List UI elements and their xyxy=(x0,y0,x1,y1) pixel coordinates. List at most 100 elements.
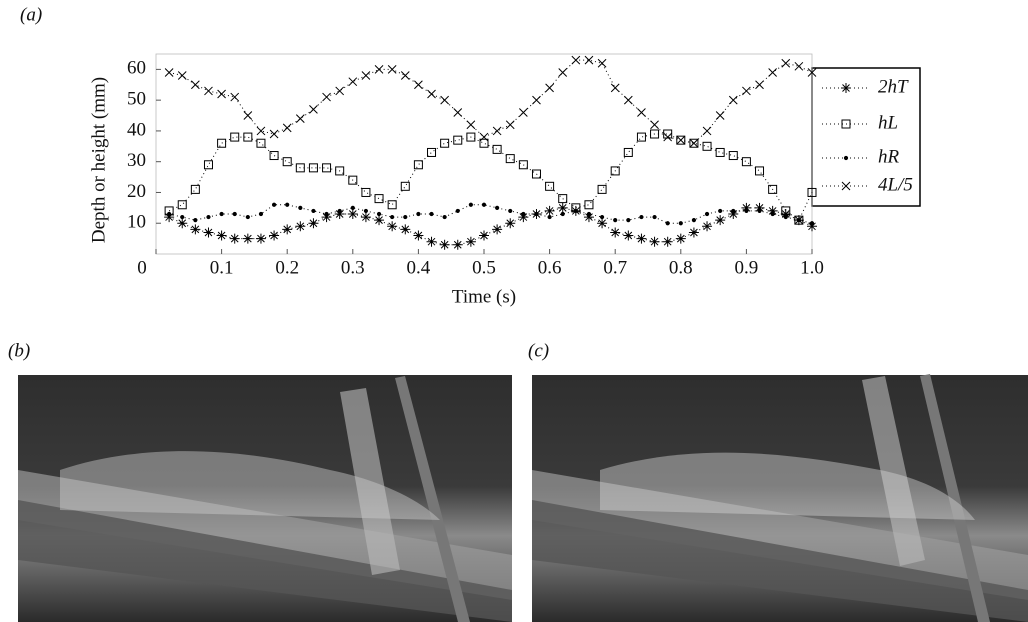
marker-star xyxy=(597,218,607,228)
y-tick-label: 30 xyxy=(127,150,146,171)
marker-square xyxy=(598,185,606,193)
marker-star xyxy=(466,237,476,247)
marker-square xyxy=(756,167,764,175)
marker-dot xyxy=(496,206,499,209)
marker-dot xyxy=(771,212,774,215)
marker-cross xyxy=(716,112,724,120)
marker-cross xyxy=(559,68,567,76)
marker-cross xyxy=(257,127,265,135)
marker-star xyxy=(256,234,266,244)
marker-cross xyxy=(362,72,370,80)
marker-dot xyxy=(391,215,394,218)
y-tick-label: 10 xyxy=(127,212,146,233)
marker-dot xyxy=(220,212,223,215)
marker-square xyxy=(742,158,750,166)
x-tick-label: 0.7 xyxy=(603,257,627,278)
marker-cross xyxy=(401,72,409,80)
marker-dot xyxy=(640,215,643,218)
marker-dot xyxy=(312,209,315,212)
marker-square xyxy=(585,201,593,209)
marker-star xyxy=(387,221,397,231)
x-axis-label: Time (s) xyxy=(452,286,516,307)
marker-dot xyxy=(430,212,433,215)
marker-dot xyxy=(627,219,630,222)
marker-square xyxy=(204,161,212,169)
marker-dot xyxy=(574,209,577,212)
marker-star xyxy=(505,218,515,228)
marker-star xyxy=(217,231,227,241)
marker-dot xyxy=(377,212,380,215)
marker-dot xyxy=(469,203,472,206)
marker-star xyxy=(348,209,358,219)
marker-cross xyxy=(677,136,685,144)
marker-square xyxy=(388,201,396,209)
marker-square xyxy=(546,182,554,190)
marker-dot xyxy=(614,219,617,222)
marker-dot xyxy=(587,212,590,215)
photo-b xyxy=(18,375,512,622)
marker-dot xyxy=(810,222,813,225)
marker-star xyxy=(841,83,851,93)
marker-star xyxy=(230,234,240,244)
marker-dot xyxy=(404,215,407,218)
marker-square xyxy=(191,185,199,193)
series-line xyxy=(169,134,812,220)
marker-cross xyxy=(598,59,606,67)
marker-dot xyxy=(246,215,249,218)
marker-square xyxy=(401,182,409,190)
marker-star xyxy=(243,234,253,244)
marker-cross xyxy=(546,84,554,92)
marker-dot xyxy=(338,209,341,212)
marker-square xyxy=(257,139,265,147)
legend-label: hL xyxy=(878,112,898,133)
marker-cross xyxy=(388,65,396,73)
marker-dot xyxy=(758,209,761,212)
marker-star xyxy=(715,215,725,225)
marker-star xyxy=(623,231,633,241)
marker-dot xyxy=(797,219,800,222)
marker-cross xyxy=(244,112,252,120)
marker-dot xyxy=(272,203,275,206)
marker-star xyxy=(400,224,410,234)
marker-dot xyxy=(509,209,512,212)
marker-cross xyxy=(519,108,527,116)
marker-dot xyxy=(732,209,735,212)
x-tick-label: 0.4 xyxy=(407,257,431,278)
marker-star xyxy=(492,224,502,234)
marker-star xyxy=(650,237,660,247)
y-tick-label: 60 xyxy=(127,58,146,79)
marker-dot xyxy=(522,212,525,215)
marker-cross xyxy=(336,87,344,95)
marker-dot xyxy=(745,209,748,212)
marker-dot xyxy=(653,215,656,218)
marker-dot xyxy=(679,222,682,225)
marker-dot xyxy=(168,212,171,215)
marker-square xyxy=(703,142,711,150)
marker-star xyxy=(676,234,686,244)
x-tick-label: 0.2 xyxy=(275,257,299,278)
series-line xyxy=(169,208,812,245)
marker-dot xyxy=(719,209,722,212)
marker-star xyxy=(479,231,489,241)
series-line xyxy=(169,60,812,143)
marker-star xyxy=(427,237,437,247)
marker-star xyxy=(610,227,620,237)
marker-star xyxy=(413,231,423,241)
marker-cross xyxy=(178,72,186,80)
marker-cross xyxy=(218,90,226,98)
x-tick-label: 1.0 xyxy=(800,257,824,278)
marker-cross xyxy=(532,96,540,104)
marker-star xyxy=(374,215,384,225)
marker-square xyxy=(506,155,514,163)
marker-cross xyxy=(637,108,645,116)
marker-cross xyxy=(769,68,777,76)
y-tick-label: 20 xyxy=(127,181,146,202)
marker-square xyxy=(624,148,632,156)
x-tick-label: 0.6 xyxy=(538,257,562,278)
y-tick-label: 50 xyxy=(127,89,146,110)
marker-dot xyxy=(364,209,367,212)
legend-label: 2hT xyxy=(878,76,909,97)
marker-square xyxy=(362,188,370,196)
marker-cross xyxy=(191,81,199,89)
marker-square xyxy=(178,201,186,209)
